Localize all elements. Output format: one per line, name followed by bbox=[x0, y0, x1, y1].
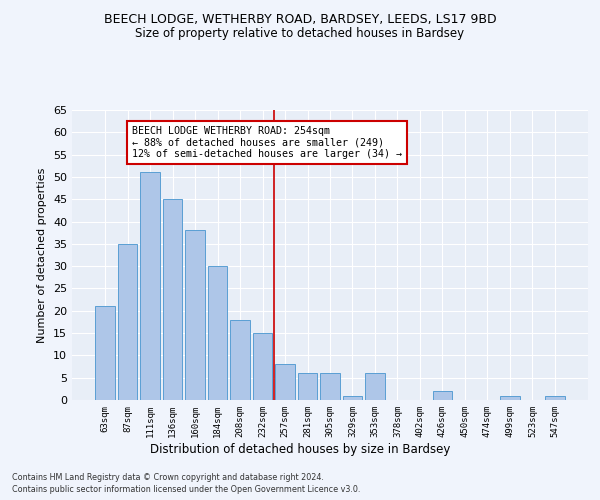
Bar bbox=[275, 364, 295, 400]
Text: Contains HM Land Registry data © Crown copyright and database right 2024.: Contains HM Land Registry data © Crown c… bbox=[12, 472, 324, 482]
Text: Distribution of detached houses by size in Bardsey: Distribution of detached houses by size … bbox=[150, 442, 450, 456]
Bar bbox=[545, 396, 565, 400]
Bar bbox=[365, 373, 385, 400]
Bar bbox=[500, 396, 520, 400]
Bar bbox=[208, 266, 227, 400]
Text: Contains public sector information licensed under the Open Government Licence v3: Contains public sector information licen… bbox=[12, 485, 361, 494]
Bar bbox=[140, 172, 160, 400]
Text: Size of property relative to detached houses in Bardsey: Size of property relative to detached ho… bbox=[136, 28, 464, 40]
Bar bbox=[343, 396, 362, 400]
Bar bbox=[185, 230, 205, 400]
Text: BEECH LODGE, WETHERBY ROAD, BARDSEY, LEEDS, LS17 9BD: BEECH LODGE, WETHERBY ROAD, BARDSEY, LEE… bbox=[104, 12, 496, 26]
Bar bbox=[95, 306, 115, 400]
Bar bbox=[230, 320, 250, 400]
Bar bbox=[433, 391, 452, 400]
Bar bbox=[253, 333, 272, 400]
Bar bbox=[298, 373, 317, 400]
Bar bbox=[320, 373, 340, 400]
Bar bbox=[118, 244, 137, 400]
Text: BEECH LODGE WETHERBY ROAD: 254sqm
← 88% of detached houses are smaller (249)
12%: BEECH LODGE WETHERBY ROAD: 254sqm ← 88% … bbox=[132, 126, 402, 159]
Y-axis label: Number of detached properties: Number of detached properties bbox=[37, 168, 47, 342]
Bar bbox=[163, 199, 182, 400]
